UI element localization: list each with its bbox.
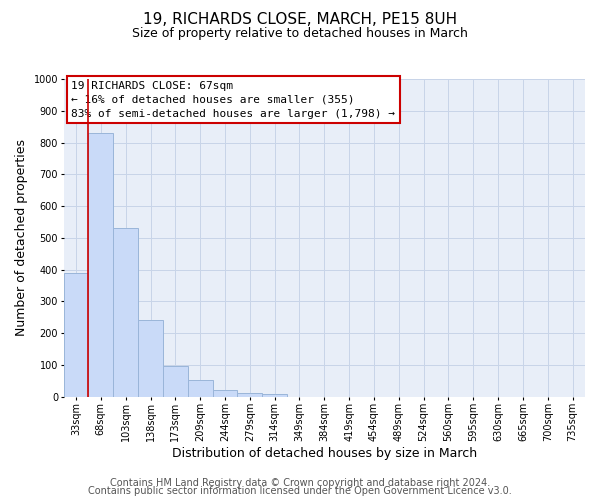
Bar	[163, 366, 188, 396]
Bar	[238, 392, 262, 396]
Text: 19 RICHARDS CLOSE: 67sqm
← 16% of detached houses are smaller (355)
83% of semi-: 19 RICHARDS CLOSE: 67sqm ← 16% of detach…	[71, 80, 395, 118]
Bar	[113, 228, 138, 396]
Y-axis label: Number of detached properties: Number of detached properties	[15, 140, 28, 336]
X-axis label: Distribution of detached houses by size in March: Distribution of detached houses by size …	[172, 447, 477, 460]
Bar	[262, 394, 287, 396]
Bar	[212, 390, 238, 396]
Text: 19, RICHARDS CLOSE, MARCH, PE15 8UH: 19, RICHARDS CLOSE, MARCH, PE15 8UH	[143, 12, 457, 28]
Bar	[138, 320, 163, 396]
Bar	[64, 272, 88, 396]
Text: Size of property relative to detached houses in March: Size of property relative to detached ho…	[132, 28, 468, 40]
Bar	[88, 133, 113, 396]
Text: Contains HM Land Registry data © Crown copyright and database right 2024.: Contains HM Land Registry data © Crown c…	[110, 478, 490, 488]
Bar	[188, 380, 212, 396]
Text: Contains public sector information licensed under the Open Government Licence v3: Contains public sector information licen…	[88, 486, 512, 496]
